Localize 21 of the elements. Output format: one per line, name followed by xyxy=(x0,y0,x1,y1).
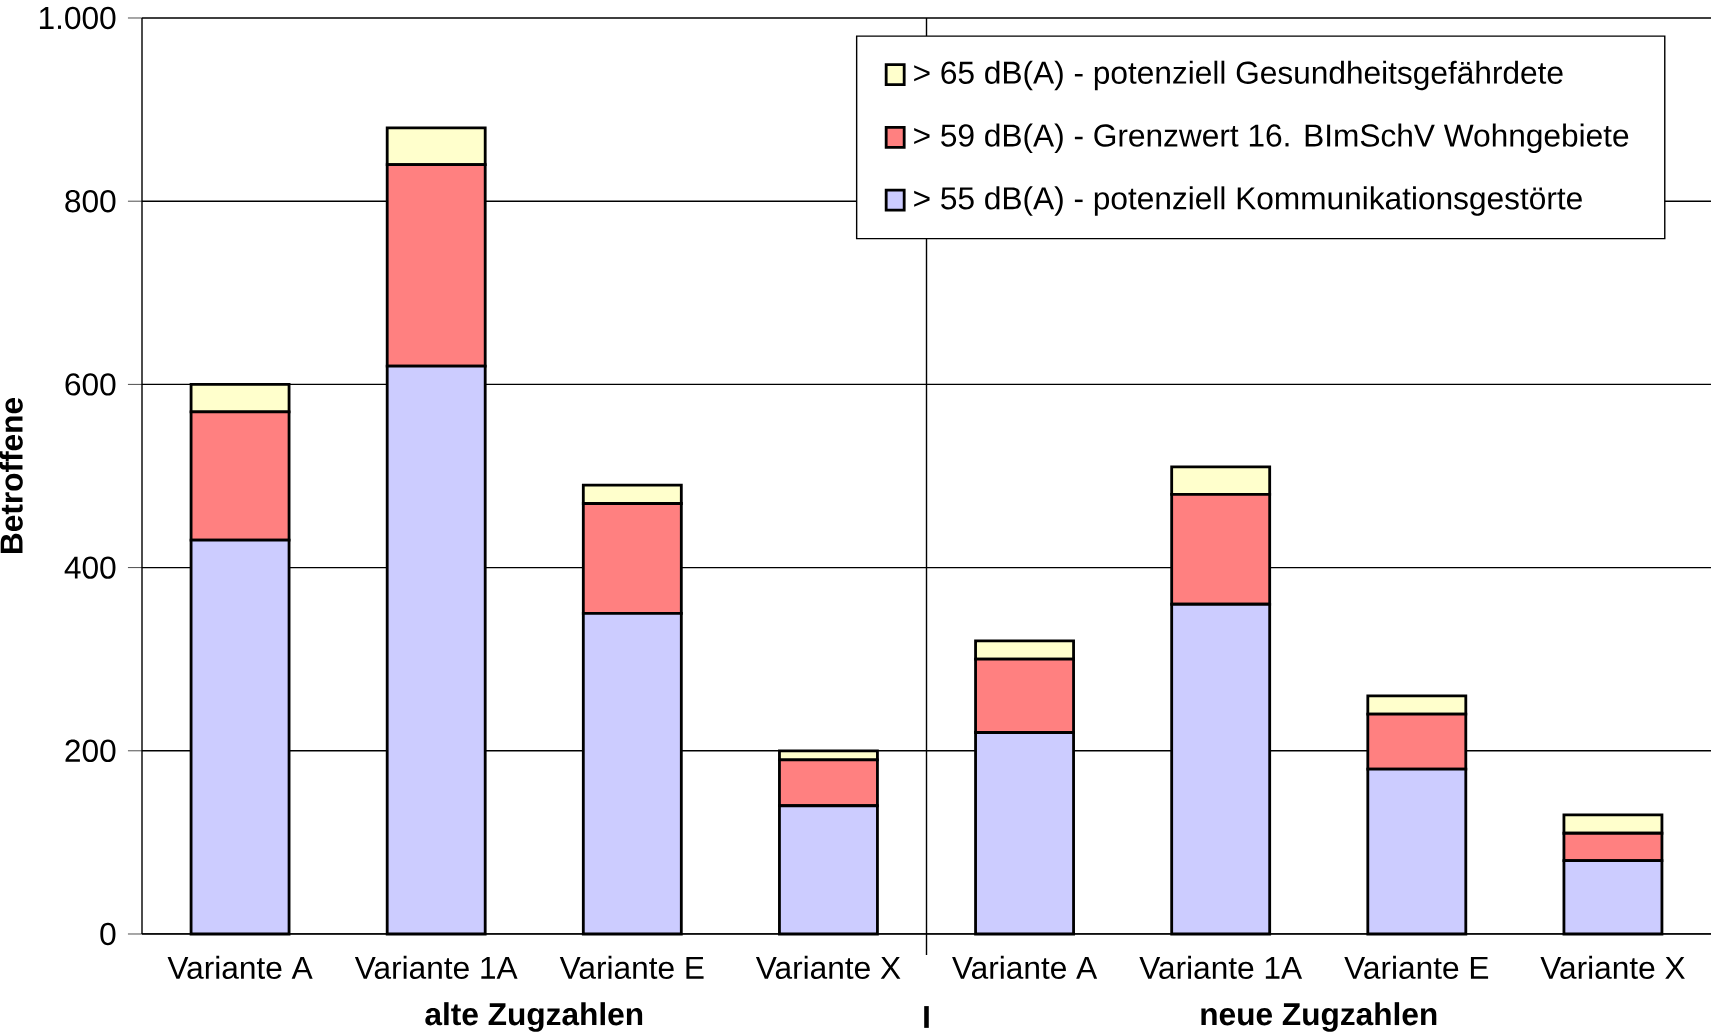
x-tick-label: Variante X xyxy=(1540,955,1685,980)
y-tick-label: 800 xyxy=(65,189,116,213)
text: neue Zugzahlen xyxy=(1201,1002,1437,1032)
y-tick-label: 400 xyxy=(64,556,116,579)
x-tick-label: Variante 1A xyxy=(354,955,518,980)
text: I xyxy=(924,1006,929,1028)
legend-label: > 65 dB(A) - potenziell Gesundheitsgefährdete xyxy=(914,60,1563,91)
y-tick-label: 600 xyxy=(65,373,116,396)
y-tick-label: 1.000 xyxy=(39,6,116,30)
x-tick-label: Variante X xyxy=(755,955,901,980)
y-axis-title: Betroffene xyxy=(0,397,23,553)
x-tick-label: Variante A xyxy=(952,955,1098,980)
y-tick-label: 200 xyxy=(65,739,116,763)
x-tick-label: Variante A xyxy=(167,955,313,980)
x-tick-label: Variante 1A xyxy=(1139,955,1303,980)
x-tick-label: Variante E xyxy=(1344,955,1489,980)
legend-label: > 55 dB(A) - potenziell Kommunikationsgestörte xyxy=(914,186,1582,216)
y-tick-label: 0 xyxy=(100,922,116,946)
legend-label: > 59 dB(A) - Grenzwert 16. BImSchV Wohngebiete xyxy=(914,123,1629,153)
text: alte Zugzahlen xyxy=(425,1002,643,1032)
x-tick-label: Variante E xyxy=(559,955,704,980)
